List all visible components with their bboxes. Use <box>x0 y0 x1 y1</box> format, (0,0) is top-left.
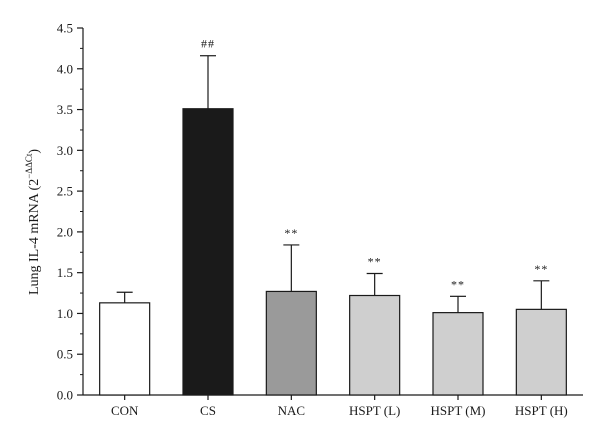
y-tick-label: 1.5 <box>57 265 73 280</box>
bar-cs <box>182 108 234 396</box>
bar-con <box>99 302 151 396</box>
y-tick-label: 2.5 <box>57 184 73 199</box>
significance-marker: ## <box>201 37 215 51</box>
bar-hspt-m <box>432 312 484 396</box>
bar-nac <box>265 290 317 396</box>
x-tick-label: CON <box>111 403 139 418</box>
y-tick-label: 4.5 <box>57 21 73 36</box>
plot-area: 0.0 0.5 1.0 1.5 2.0 2.5 3.0 3.5 4.0 4.5 CON CS ## NAC… <box>57 21 583 418</box>
x-tick-label: NAC <box>278 403 305 418</box>
y-axis-title-end: ) <box>27 149 42 154</box>
significance-marker: ** <box>284 226 298 240</box>
y-axis-title: Lung IL-4 mRNA (2−ΔΔCt) <box>24 149 42 295</box>
y-tick-label: 3.5 <box>57 102 73 117</box>
y-tick-label: 1.0 <box>57 306 73 321</box>
y-axis-title-main: Lung IL-4 mRNA (2 <box>27 179 42 295</box>
significance-marker: ** <box>534 262 548 276</box>
y-tick-label: 4.0 <box>57 61 73 76</box>
y-tick-label: 0.0 <box>57 388 73 403</box>
significance-marker: ** <box>451 277 465 291</box>
bar-hspt-l <box>349 294 401 396</box>
bar-hspt-h <box>515 308 567 396</box>
x-tick-label: CS <box>200 403 216 418</box>
y-tick-label: 2.0 <box>57 224 73 239</box>
y-tick-label: 3.0 <box>57 143 73 158</box>
x-tick-label: HSPT (L) <box>349 403 400 418</box>
x-tick-label: HSPT (H) <box>515 403 568 418</box>
significance-marker: ** <box>368 254 382 268</box>
x-tick-label: HSPT (M) <box>430 403 485 418</box>
y-axis-title-superscript: −ΔΔCt <box>24 153 34 179</box>
y-tick-label: 0.5 <box>57 347 73 362</box>
